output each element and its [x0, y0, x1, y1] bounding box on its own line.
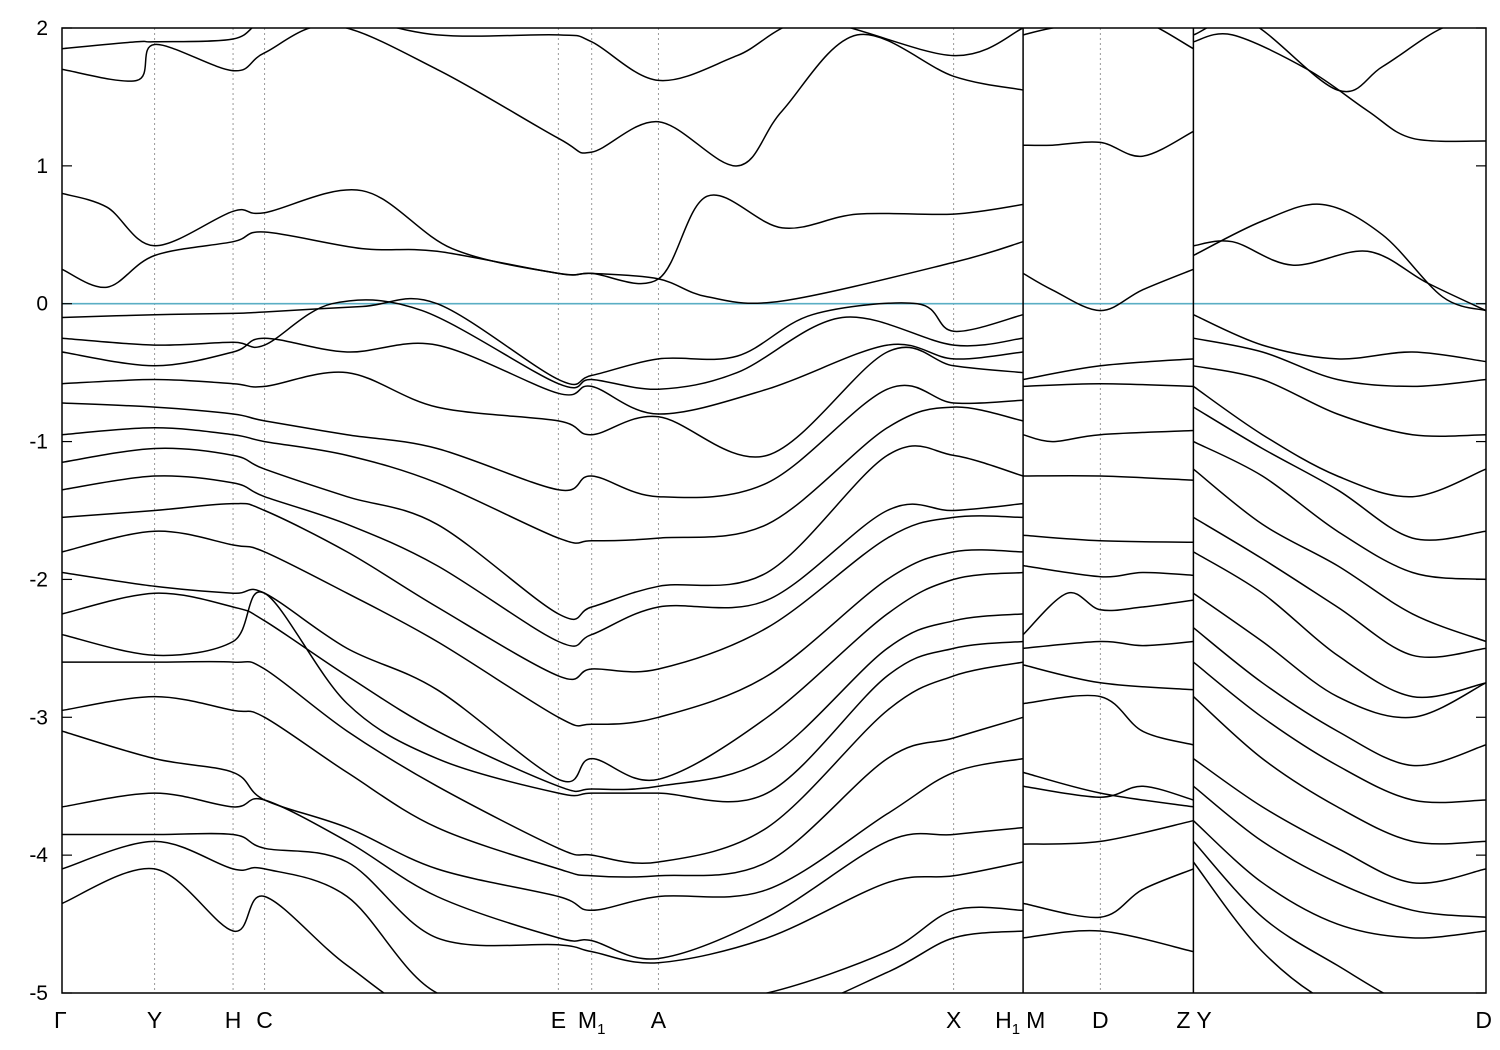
xtick-label: Y [147, 1007, 162, 1033]
xtick-label: H [225, 1007, 242, 1033]
band-line-32 [1022, 564, 1194, 578]
band-line-50 [1193, 406, 1486, 541]
band-line-14 [62, 571, 1024, 783]
band-line-54 [1193, 551, 1486, 699]
band-line-20 [62, 792, 1024, 960]
ytick-label: 2 [36, 17, 48, 40]
band-line-11 [62, 475, 1024, 647]
band-line-31 [1023, 534, 1194, 543]
xtick-label: H1 [995, 1007, 1020, 1038]
band-line-27 [1022, 358, 1194, 381]
xtick-label: D [1475, 1007, 1492, 1033]
band-line-25 [1023, 130, 1194, 157]
band-lines [62, 28, 1486, 993]
band-line-15 [62, 592, 1024, 793]
band-line-42 [1193, 240, 1486, 312]
band-line-36 [1023, 694, 1194, 746]
band-line-51 [1193, 440, 1486, 581]
band-line-55 [1192, 592, 1486, 719]
band-line-43 [1193, 203, 1486, 312]
band-line-39 [1023, 819, 1194, 845]
x-axis-ticks: Γ Y H C E M1 A X H1 M D Z Y D [54, 1007, 1492, 1038]
band-line-57 [1192, 661, 1486, 804]
xtick-label: E [551, 1007, 566, 1033]
band-line-19 [62, 730, 1024, 912]
xtick-label: Y [1196, 1007, 1211, 1033]
xtick-label: X [946, 1007, 961, 1033]
band-line-63 [1192, 861, 1314, 993]
xtick-label: A [651, 1007, 667, 1033]
ytick-label: 1 [36, 155, 48, 178]
band-line-58 [1192, 696, 1486, 845]
band-line-34 [1023, 640, 1194, 650]
band-line-4 [62, 297, 1024, 386]
xtick-label: Γ [54, 1007, 67, 1033]
band-line-8 [62, 384, 1024, 499]
band-line-7 [62, 346, 1024, 458]
band-line-24 [1022, 268, 1194, 312]
band-line-22 [62, 840, 1024, 993]
ytick-label: -3 [29, 706, 48, 729]
band-line-38 [1022, 785, 1194, 801]
band-line-52 [1192, 468, 1486, 643]
band-line-5 [62, 299, 1024, 390]
ytick-label: -4 [29, 844, 48, 867]
band-line-6 [62, 337, 1024, 415]
xtick-label: M1 [578, 1007, 606, 1038]
band-line-12 [62, 502, 1024, 681]
band-line-23 [62, 867, 1024, 993]
xtick-label: Z [1176, 1007, 1190, 1033]
band-line-46 [1193, 314, 1486, 363]
band-line-45 [1193, 28, 1445, 93]
band-line-56 [1192, 627, 1486, 767]
band-line-62 [1192, 840, 1385, 993]
band-line-28 [1023, 382, 1194, 388]
band-line-61 [1192, 820, 1486, 939]
band-line-29 [1022, 429, 1194, 443]
ytick-label: 0 [36, 293, 48, 316]
ytick-label: -1 [29, 431, 48, 454]
band-line-41 [1023, 929, 1194, 953]
band-line-48 [1193, 365, 1486, 437]
ytick-label: -5 [29, 982, 48, 1005]
band-line-33 [1022, 591, 1194, 636]
panel-separators [1022, 28, 1195, 993]
xtick-label: D [1092, 1007, 1109, 1033]
band-line-59 [1192, 757, 1486, 884]
band-line-16 [62, 591, 1024, 803]
band-line-47 [1193, 337, 1486, 388]
band-line-10 [62, 445, 1024, 621]
band-line-30 [1023, 474, 1194, 481]
band-line-44 [1193, 33, 1486, 143]
band-line-40 [1022, 868, 1194, 919]
xtick-label: C [256, 1007, 273, 1033]
band-line-37 [1022, 771, 1194, 808]
plot-frame [61, 27, 1487, 994]
band-line-49 [1192, 385, 1486, 498]
band-line-18 [62, 695, 1024, 878]
band-line-13 [62, 530, 1024, 727]
band-line-60 [1192, 785, 1486, 918]
band-line-9 [62, 406, 1024, 544]
band-line-2 [62, 28, 1024, 167]
band-line-1 [62, 189, 1024, 285]
band-line-17 [62, 660, 1024, 864]
xtick-label: M [1026, 1007, 1045, 1033]
band-line-3 [62, 28, 1024, 82]
band-line-35 [1022, 664, 1194, 691]
band-line-21 [62, 832, 1024, 964]
band-line-53 [1193, 516, 1486, 659]
y-axis-ticks: 2 1 0 -1 -2 -3 -4 -5 [29, 17, 1486, 1005]
ytick-label: -2 [29, 568, 48, 591]
